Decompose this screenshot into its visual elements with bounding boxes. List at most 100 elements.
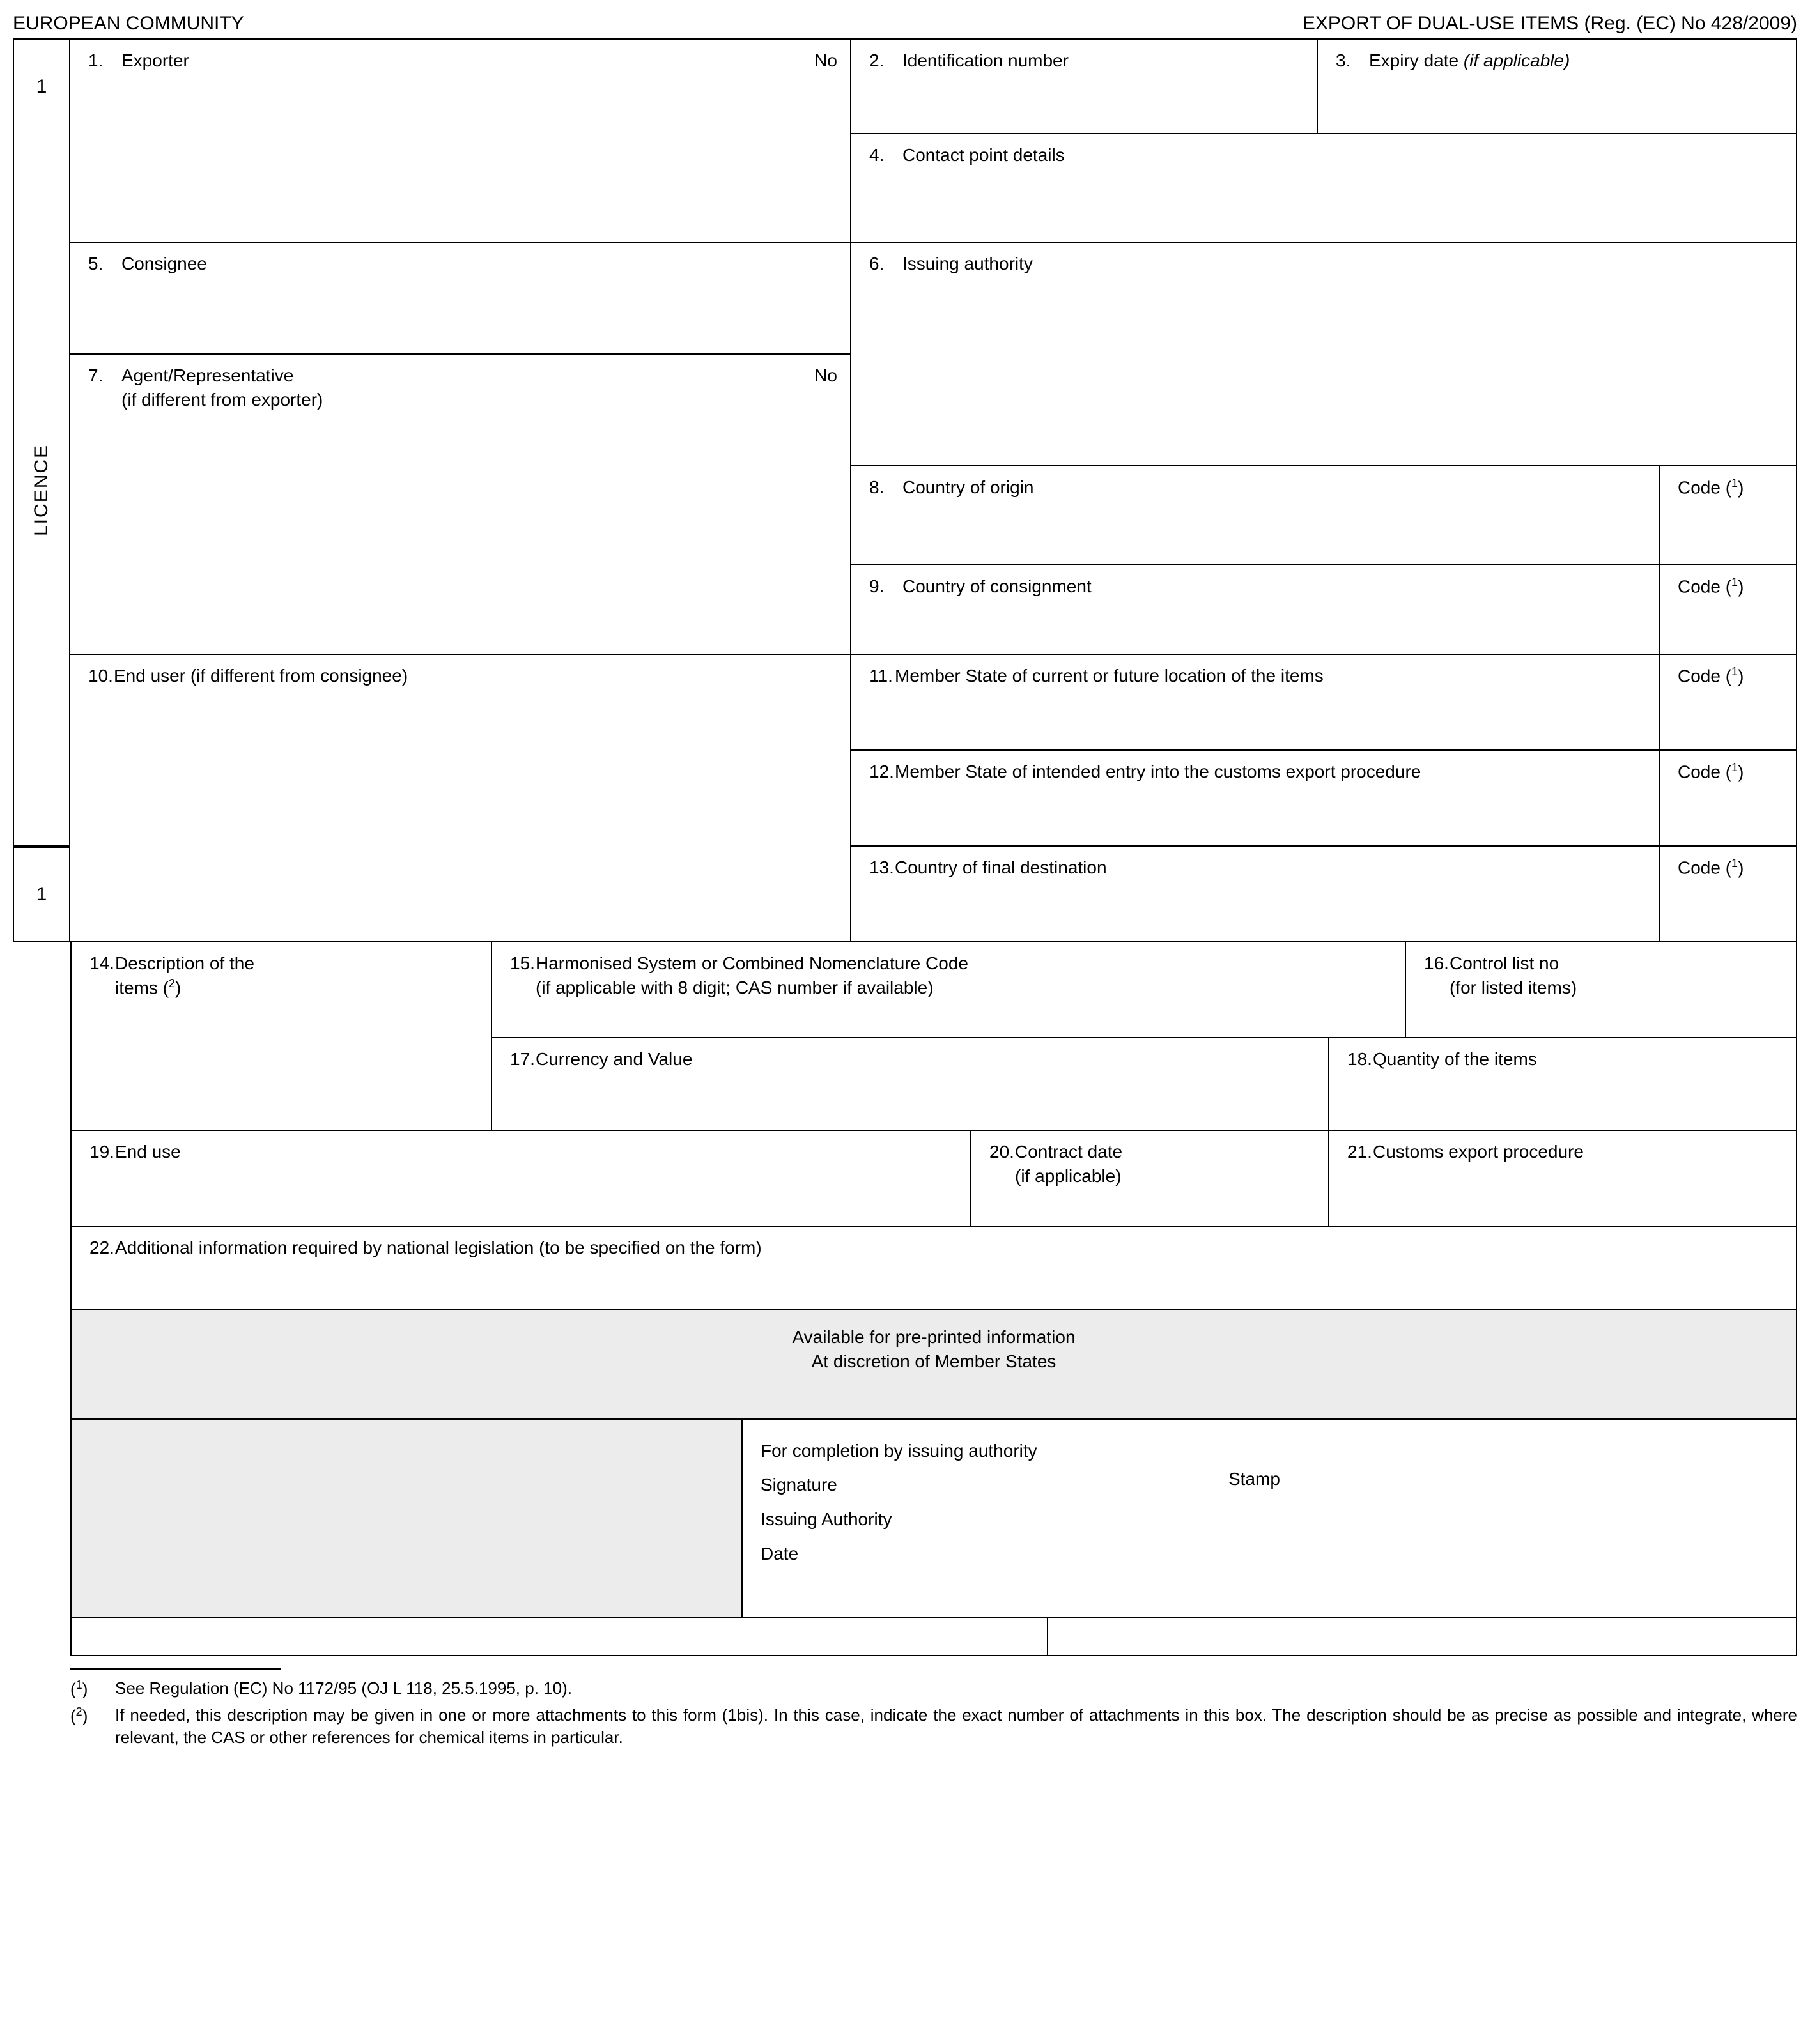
box14-label-a: Description of the — [115, 953, 254, 973]
box20-sub: (if applicable) — [989, 1164, 1315, 1188]
box-8-country-origin: 8.Country of origin — [851, 466, 1660, 565]
box19-label: End use — [115, 1142, 181, 1162]
box15-label: Harmonised System or Combined Nomenclatu… — [536, 953, 968, 973]
box1-num: 1. — [88, 49, 121, 73]
box-4-contact: 4.Contact point details — [851, 134, 1797, 243]
box-12-member-state-entry: 12.Member State of intended entry into t… — [851, 751, 1660, 847]
box-11-member-state-location: 11.Member State of current or future loc… — [851, 655, 1660, 751]
box8-code-b: ) — [1738, 477, 1744, 497]
box-12-code: Code (1) — [1660, 751, 1797, 847]
box-22-additional-info: 22.Additional information required by na… — [70, 1227, 1797, 1310]
bottom-strip-right — [1048, 1618, 1797, 1656]
issuing-authority-box: For completion by issuing authority Sign… — [741, 1420, 1797, 1618]
box4-num: 4. — [869, 143, 902, 167]
box14-sup: 2 — [169, 977, 175, 990]
box-8-code: Code (1) — [1660, 466, 1797, 565]
fn2-a: ( — [70, 1707, 76, 1726]
box4-label: Contact point details — [902, 145, 1065, 165]
sig-authority: Issuing Authority — [761, 1507, 1783, 1532]
box1-right: No — [814, 49, 837, 73]
box9-label: Country of consignment — [902, 576, 1092, 596]
box20-label: Contract date — [1015, 1142, 1122, 1162]
box12-code-sup: 1 — [1731, 761, 1738, 774]
box-9-code: Code (1) — [1660, 565, 1797, 655]
box6-label: Issuing authority — [902, 254, 1033, 273]
box8-num: 8. — [869, 475, 902, 500]
box-18-quantity: 18.Quantity of the items — [1329, 1038, 1797, 1131]
box11-num: 11. — [869, 664, 895, 688]
box12-label: Member State of intended entry into the … — [895, 762, 1421, 781]
box8-label: Country of origin — [902, 477, 1033, 497]
box11-code-sup: 1 — [1731, 665, 1738, 678]
box13-num: 13. — [869, 856, 895, 880]
header-left: EUROPEAN COMMUNITY — [13, 13, 244, 35]
rail-bottom-number: 1 — [13, 847, 70, 942]
box-20-contract-date: 20.Contract date (if applicable) — [971, 1131, 1329, 1227]
box-10-body2 — [70, 847, 851, 942]
box10-num: 10. — [88, 664, 114, 688]
export-licence-form: EUROPEAN COMMUNITY EXPORT OF DUAL-USE IT… — [13, 13, 1797, 1749]
box13-code-b: ) — [1738, 857, 1744, 877]
box19-num: 19. — [89, 1140, 115, 1164]
box12-code-b: ) — [1738, 762, 1744, 781]
sig-stamp: Stamp — [1228, 1467, 1280, 1491]
box11-label: Member State of current or future locati… — [895, 666, 1324, 686]
box-1-exporter-body — [70, 134, 851, 243]
fn1-sup: 1 — [76, 1679, 82, 1691]
box11-code-a: Code ( — [1678, 666, 1731, 686]
box6-num: 6. — [869, 252, 902, 276]
box-5-consignee: 5.Consignee — [70, 243, 851, 355]
box21-label: Customs export procedure — [1373, 1142, 1584, 1162]
box9-code-sup: 1 — [1731, 576, 1738, 588]
box15-sub: (if applicable with 8 digit; CAS number … — [510, 976, 1392, 1000]
fn1-text: See Regulation (EC) No 1172/95 (OJ L 118… — [115, 1677, 1797, 1701]
box17-num: 17. — [510, 1047, 536, 1072]
preprint-line2: At discretion of Member States — [84, 1349, 1783, 1374]
sig-title: For completion by issuing authority — [761, 1439, 1783, 1463]
box-7-agent-body2 — [70, 565, 851, 655]
box-17-currency: 17.Currency and Value — [492, 1038, 1329, 1131]
box5-label: Consignee — [121, 254, 207, 273]
box-7-agent: 7.Agent/Representative No (if different … — [70, 355, 851, 466]
box8-code-sup: 1 — [1731, 477, 1738, 489]
box2-num: 2. — [869, 49, 902, 73]
box-1-exporter: 1.Exporter No — [70, 38, 851, 134]
fn2-sup: 2 — [76, 1705, 82, 1718]
box22-label: Additional information required by natio… — [115, 1238, 762, 1257]
box11-code-b: ) — [1738, 666, 1744, 686]
box-2-identification: 2.Identification number — [851, 38, 1318, 134]
box-16-control-list: 16.Control list no (for listed items) — [1406, 942, 1797, 1038]
box17-label: Currency and Value — [536, 1049, 692, 1069]
box-13-final-destination: 13.Country of final destination — [851, 847, 1660, 942]
box20-num: 20. — [989, 1140, 1015, 1164]
fn1-b: ) — [82, 1679, 88, 1698]
box-14-description: 14.Description of the items (2) — [70, 942, 492, 1038]
main-grid: 1.Exporter No 2.Identification number 3.… — [70, 38, 1797, 942]
bottom-strip-left — [70, 1618, 1048, 1656]
box14-label-b: items ( — [115, 978, 169, 997]
box13-code-sup: 1 — [1731, 857, 1738, 870]
left-rail: 1 LICENCE 1 — [13, 38, 70, 942]
footnote-rule — [70, 1668, 281, 1670]
fn2-b: ) — [82, 1707, 88, 1726]
box3-num: 3. — [1336, 49, 1369, 73]
preprint-line1: Available for pre-printed information — [84, 1325, 1783, 1349]
box7-num: 7. — [88, 364, 121, 388]
sig-date: Date — [761, 1542, 1783, 1566]
box5-num: 5. — [88, 252, 121, 276]
box9-code-b: ) — [1738, 576, 1744, 596]
box-6-issuing-authority: 6.Issuing authority — [851, 243, 1797, 466]
box-14-body — [70, 1038, 492, 1131]
box21-num: 21. — [1347, 1140, 1373, 1164]
header-right: EXPORT OF DUAL-USE ITEMS (Reg. (EC) No 4… — [1303, 13, 1797, 35]
box-13-code: Code (1) — [1660, 847, 1797, 942]
box14-num: 14. — [89, 951, 115, 976]
box-7-agent-body — [70, 466, 851, 565]
box16-sub: (for listed items) — [1424, 976, 1783, 1000]
box15-num: 15. — [510, 951, 536, 976]
box22-num: 22. — [89, 1236, 115, 1260]
rail-licence-label: LICENCE — [13, 134, 70, 847]
fn1-a: ( — [70, 1679, 76, 1698]
box10-label: End user (if different from consignee) — [114, 666, 408, 686]
box3-label-b: (if applicable) — [1464, 50, 1570, 70]
